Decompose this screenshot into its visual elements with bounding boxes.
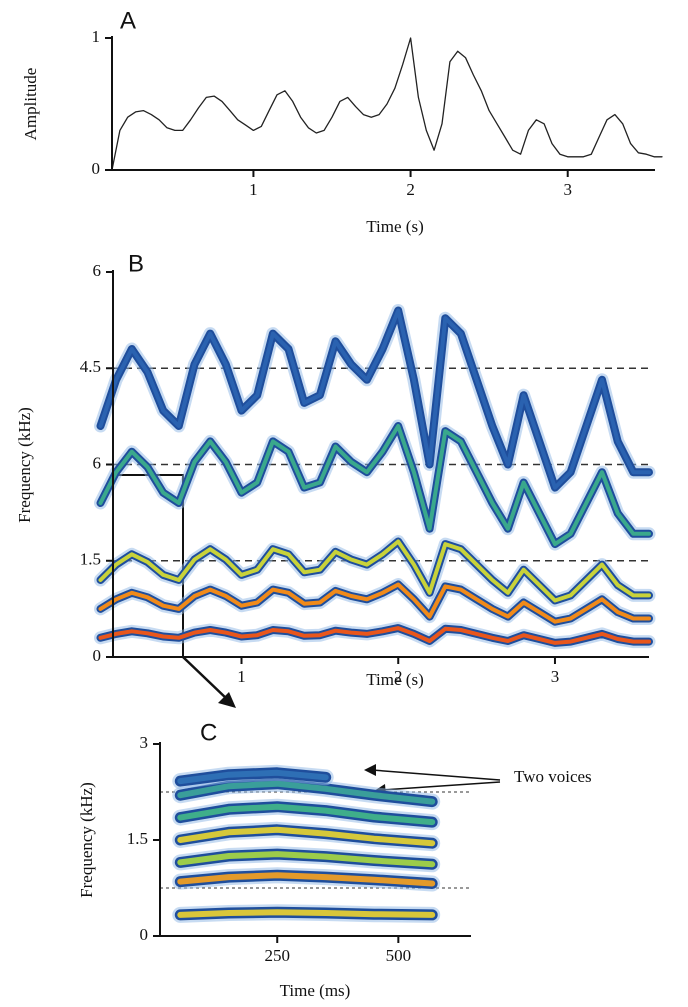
harmonic-band	[98, 582, 651, 624]
harmonic-band	[98, 308, 651, 490]
y-tick-label: 6	[93, 453, 102, 472]
y-tick-label: 1.5	[127, 829, 148, 848]
annotation: Two voices	[514, 767, 592, 786]
harmonic-band	[98, 539, 651, 603]
harmonic-band	[98, 424, 651, 547]
harmonic-band	[177, 780, 436, 805]
y-tick-label: 6	[93, 261, 102, 280]
y-tick-label: 3	[140, 733, 149, 752]
panel-label: C	[200, 719, 217, 746]
panel-label: A	[120, 7, 136, 34]
harmonic-band	[177, 872, 436, 887]
harmonic-band	[177, 826, 436, 847]
zoom-arrow-head	[218, 692, 236, 708]
x-tick-label: 3	[551, 667, 560, 686]
annotation-arrow	[371, 769, 501, 781]
annotation-arrow	[381, 781, 501, 791]
y-axis-label: Amplitude	[21, 68, 40, 141]
y-tick-label: 4.5	[80, 357, 101, 376]
y-tick-label: 0	[92, 159, 101, 178]
y-axis-label: Frequency (kHz)	[15, 407, 34, 523]
x-tick-label: 500	[386, 946, 412, 965]
harmonic-band	[177, 909, 436, 918]
x-axis-label: Time (s)	[366, 670, 423, 689]
x-tick-label: 3	[563, 180, 572, 199]
y-axis-label: Frequency (kHz)	[77, 782, 96, 898]
y-tick-label: 1.5	[80, 550, 101, 569]
zoom-arrow	[182, 656, 229, 701]
y-tick-label: 0	[140, 925, 149, 944]
y-tick-label: 0	[93, 646, 102, 665]
x-tick-label: 2	[394, 667, 403, 686]
y-tick-label: 1	[92, 27, 101, 46]
harmonic-band	[177, 851, 436, 868]
x-axis-label: Time (s)	[366, 217, 423, 236]
x-tick-label: 250	[264, 946, 290, 965]
x-tick-label: 2	[406, 180, 415, 199]
x-tick-label: 1	[237, 667, 246, 686]
x-tick-label: 1	[249, 180, 258, 199]
harmonic-band	[98, 626, 651, 645]
panel-label: B	[128, 250, 144, 277]
x-axis-label: Time (ms)	[280, 981, 351, 1000]
harmonic-band	[177, 803, 436, 826]
annotation-arrow-head	[364, 764, 376, 776]
waveform	[111, 37, 663, 171]
harmonic-band	[177, 769, 329, 785]
